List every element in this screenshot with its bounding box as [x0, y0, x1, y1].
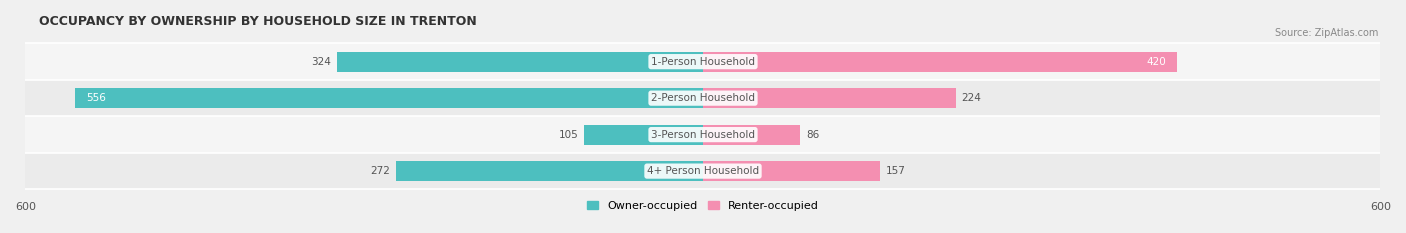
Bar: [25, 153, 1381, 189]
Legend: Owner-occupied, Renter-occupied: Owner-occupied, Renter-occupied: [582, 196, 824, 215]
Text: 3-Person Household: 3-Person Household: [651, 130, 755, 140]
Bar: [75, 88, 703, 108]
Text: 4+ Person Household: 4+ Person Household: [647, 166, 759, 176]
Text: 272: 272: [370, 166, 391, 176]
Text: 420: 420: [1146, 57, 1166, 67]
Bar: [703, 88, 956, 108]
Text: 324: 324: [312, 57, 332, 67]
Text: 86: 86: [806, 130, 820, 140]
Text: 157: 157: [886, 166, 905, 176]
Bar: [25, 80, 1381, 116]
Text: OCCUPANCY BY OWNERSHIP BY HOUSEHOLD SIZE IN TRENTON: OCCUPANCY BY OWNERSHIP BY HOUSEHOLD SIZE…: [39, 15, 477, 28]
Bar: [703, 125, 800, 145]
Bar: [703, 52, 1177, 72]
Bar: [396, 161, 703, 181]
Bar: [703, 161, 880, 181]
Bar: [25, 116, 1381, 153]
Text: 224: 224: [962, 93, 981, 103]
Text: Source: ZipAtlas.com: Source: ZipAtlas.com: [1274, 28, 1378, 38]
Text: 1-Person Household: 1-Person Household: [651, 57, 755, 67]
Bar: [585, 125, 703, 145]
Bar: [25, 43, 1381, 80]
Text: 2-Person Household: 2-Person Household: [651, 93, 755, 103]
Bar: [337, 52, 703, 72]
Text: 556: 556: [87, 93, 107, 103]
Text: 105: 105: [560, 130, 579, 140]
